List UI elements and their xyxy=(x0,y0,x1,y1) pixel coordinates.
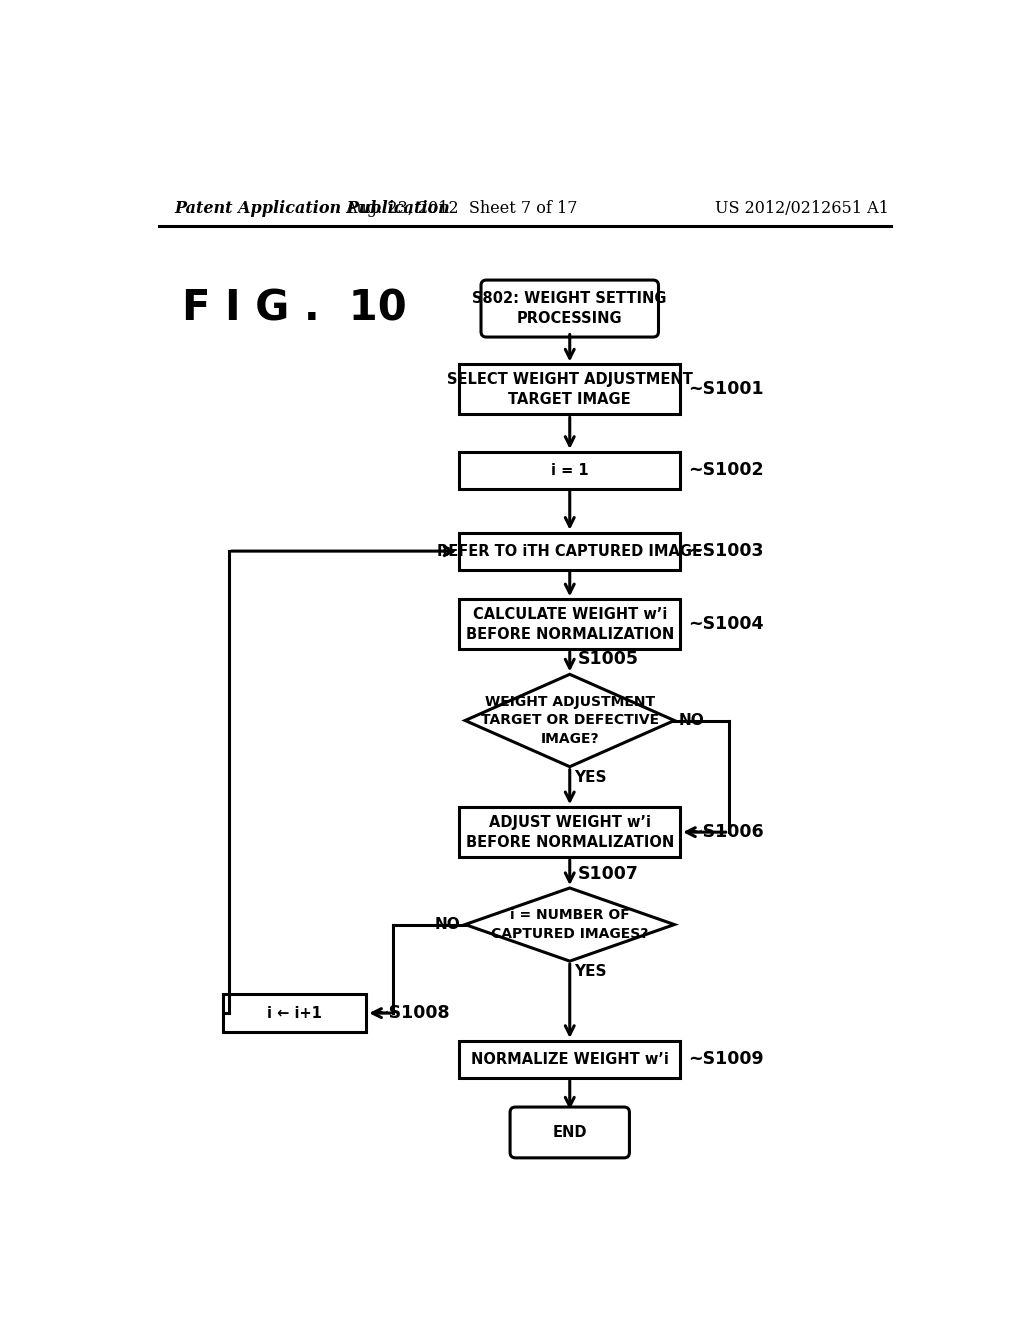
Text: i = 1: i = 1 xyxy=(551,463,589,478)
Text: S1005: S1005 xyxy=(578,651,639,668)
FancyBboxPatch shape xyxy=(510,1107,630,1158)
Bar xyxy=(460,533,680,570)
FancyBboxPatch shape xyxy=(481,280,658,337)
Text: YES: YES xyxy=(574,770,607,785)
Text: NORMALIZE WEIGHT w’i: NORMALIZE WEIGHT w’i xyxy=(471,1052,669,1067)
Text: ~S1002: ~S1002 xyxy=(688,461,764,479)
Text: i = NUMBER OF
CAPTURED IMAGES?: i = NUMBER OF CAPTURED IMAGES? xyxy=(492,908,648,941)
Bar xyxy=(460,364,680,414)
Text: YES: YES xyxy=(574,964,607,979)
Text: WEIGHT ADJUSTMENT
TARGET OR DEFECTIVE
IMAGE?: WEIGHT ADJUSTMENT TARGET OR DEFECTIVE IM… xyxy=(480,696,658,746)
Polygon shape xyxy=(465,888,675,961)
Text: S1007: S1007 xyxy=(578,866,638,883)
Text: F I G .  10: F I G . 10 xyxy=(182,288,407,330)
Text: ~S1003: ~S1003 xyxy=(688,543,764,560)
Bar xyxy=(460,1040,680,1077)
Text: ~S1004: ~S1004 xyxy=(688,615,764,634)
Polygon shape xyxy=(465,675,675,767)
Text: NO: NO xyxy=(435,917,461,932)
Text: S802: WEIGHT SETTING
PROCESSING: S802: WEIGHT SETTING PROCESSING xyxy=(472,292,667,326)
Text: REFER TO iTH CAPTURED IMAGE: REFER TO iTH CAPTURED IMAGE xyxy=(437,544,702,558)
Text: SELECT WEIGHT ADJUSTMENT
TARGET IMAGE: SELECT WEIGHT ADJUSTMENT TARGET IMAGE xyxy=(446,372,692,407)
Text: ADJUST WEIGHT w’i
BEFORE NORMALIZATION: ADJUST WEIGHT w’i BEFORE NORMALIZATION xyxy=(466,814,674,850)
Bar xyxy=(460,451,680,488)
Text: END: END xyxy=(553,1125,587,1140)
Text: NO: NO xyxy=(679,713,705,729)
Text: CALCULATE WEIGHT w’i
BEFORE NORMALIZATION: CALCULATE WEIGHT w’i BEFORE NORMALIZATIO… xyxy=(466,607,674,642)
Bar xyxy=(460,807,680,857)
Text: Aug. 23, 2012  Sheet 7 of 17: Aug. 23, 2012 Sheet 7 of 17 xyxy=(345,199,578,216)
Text: ~S1009: ~S1009 xyxy=(688,1051,764,1068)
Text: Patent Application Publication: Patent Application Publication xyxy=(174,199,451,216)
Bar xyxy=(460,599,680,649)
Text: ~S1006: ~S1006 xyxy=(688,824,764,841)
Bar xyxy=(223,994,367,1032)
Text: ~S1001: ~S1001 xyxy=(688,380,764,399)
Text: i ← i+1: i ← i+1 xyxy=(267,1006,323,1020)
Text: ~S1008: ~S1008 xyxy=(374,1005,450,1022)
Text: US 2012/0212651 A1: US 2012/0212651 A1 xyxy=(716,199,889,216)
